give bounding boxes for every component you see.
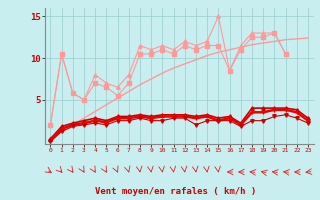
Text: Vent moyen/en rafales ( km/h ): Vent moyen/en rafales ( km/h ) xyxy=(95,187,257,196)
